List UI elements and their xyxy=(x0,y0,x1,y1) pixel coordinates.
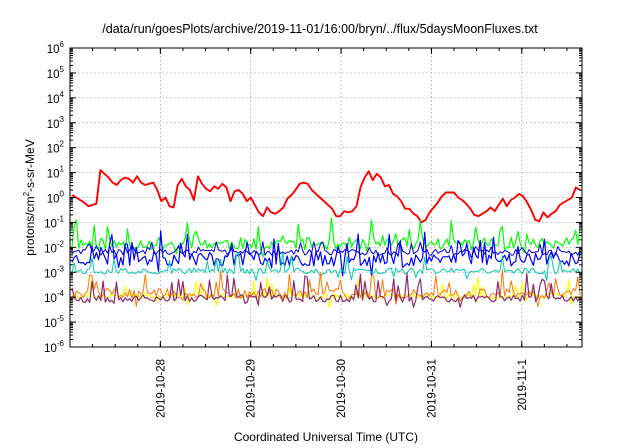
chart-title: /data/run/goesPlots/archive/2019-11-01/1… xyxy=(102,22,538,36)
x-axis-label: Coordinated Universal Time (UTC) xyxy=(234,430,418,444)
series-group xyxy=(71,169,581,309)
x-tick-label: 2019-11-1 xyxy=(517,359,529,411)
y-tick-label: 10-2 xyxy=(44,239,64,255)
y-tick-exponent: 6 xyxy=(60,40,65,49)
x-tick-label: 2019-10-30 xyxy=(336,359,348,418)
y-tick-label: 101 xyxy=(47,165,65,181)
series-line-7 xyxy=(71,272,581,308)
series-line-1 xyxy=(71,217,581,258)
series-line-2 xyxy=(71,230,581,277)
y-tick-exponent: -2 xyxy=(57,239,65,248)
y-tick-base: 10 xyxy=(47,69,60,81)
y-tick-label: 104 xyxy=(47,90,65,106)
y-tick-base: 10 xyxy=(47,144,60,156)
y-axis-label-sup: 2 xyxy=(22,191,31,196)
y-tick-exponent: 0 xyxy=(60,190,65,199)
series-line-4 xyxy=(71,252,581,282)
y-tick-base: 10 xyxy=(44,293,57,305)
x-tick-label: 2019-10-31 xyxy=(426,359,438,418)
y-axis-label-post: -s-sr-MeV xyxy=(23,139,37,192)
x-tick-label: 2019-10-29 xyxy=(246,359,258,418)
y-tick-base: 10 xyxy=(44,343,57,355)
series-line-0 xyxy=(71,169,581,224)
y-tick-base: 10 xyxy=(44,218,57,230)
x-axis: 2019-10-28 2019-10-29 2019-10-30 2019-10-31… xyxy=(69,48,568,418)
series-line-3 xyxy=(71,241,581,259)
y-tick-exponent: 2 xyxy=(60,140,65,149)
y-axis-label-pre: protons/cm xyxy=(23,196,37,255)
y-tick-label: 10-3 xyxy=(44,264,64,280)
y-tick-exponent: -5 xyxy=(57,314,65,323)
y-tick-base: 10 xyxy=(44,268,57,280)
y-tick-label: 10-4 xyxy=(44,289,64,305)
y-tick-exponent: -3 xyxy=(57,264,65,273)
y-tick-label: 105 xyxy=(47,65,65,81)
series-line-6 xyxy=(71,269,581,308)
y-tick-base: 10 xyxy=(47,169,60,181)
y-tick-base: 10 xyxy=(47,194,60,206)
y-tick-exponent: -6 xyxy=(57,339,65,348)
y-tick-exponent: 5 xyxy=(60,65,65,74)
y-tick-label: 102 xyxy=(47,140,65,156)
series-line-5 xyxy=(71,276,581,309)
y-tick-exponent: 1 xyxy=(60,165,65,174)
y-tick-label: 10-6 xyxy=(44,339,64,355)
y-tick-label: 10-5 xyxy=(44,314,64,330)
y-axis-label: protons/cm2-s-sr-MeV xyxy=(22,139,37,255)
y-tick-base: 10 xyxy=(47,119,60,131)
y-tick-exponent: 4 xyxy=(60,90,65,99)
y-tick-label: 10-1 xyxy=(44,214,64,230)
y-tick-label: 100 xyxy=(47,190,65,206)
y-axis: 10-610-510-410-310-210-11001011021031041… xyxy=(44,40,582,355)
y-tick-label: 103 xyxy=(47,115,65,131)
y-tick-base: 10 xyxy=(47,94,60,106)
y-tick-base: 10 xyxy=(47,44,60,56)
y-tick-base: 10 xyxy=(44,243,57,255)
y-tick-label: 106 xyxy=(47,40,65,56)
y-tick-exponent: -1 xyxy=(57,214,65,223)
x-tick-label: 2019-10-28 xyxy=(155,359,167,418)
y-tick-base: 10 xyxy=(44,318,57,330)
y-tick-exponent: -4 xyxy=(57,289,65,298)
y-tick-exponent: 3 xyxy=(60,115,65,124)
grid xyxy=(70,48,582,347)
